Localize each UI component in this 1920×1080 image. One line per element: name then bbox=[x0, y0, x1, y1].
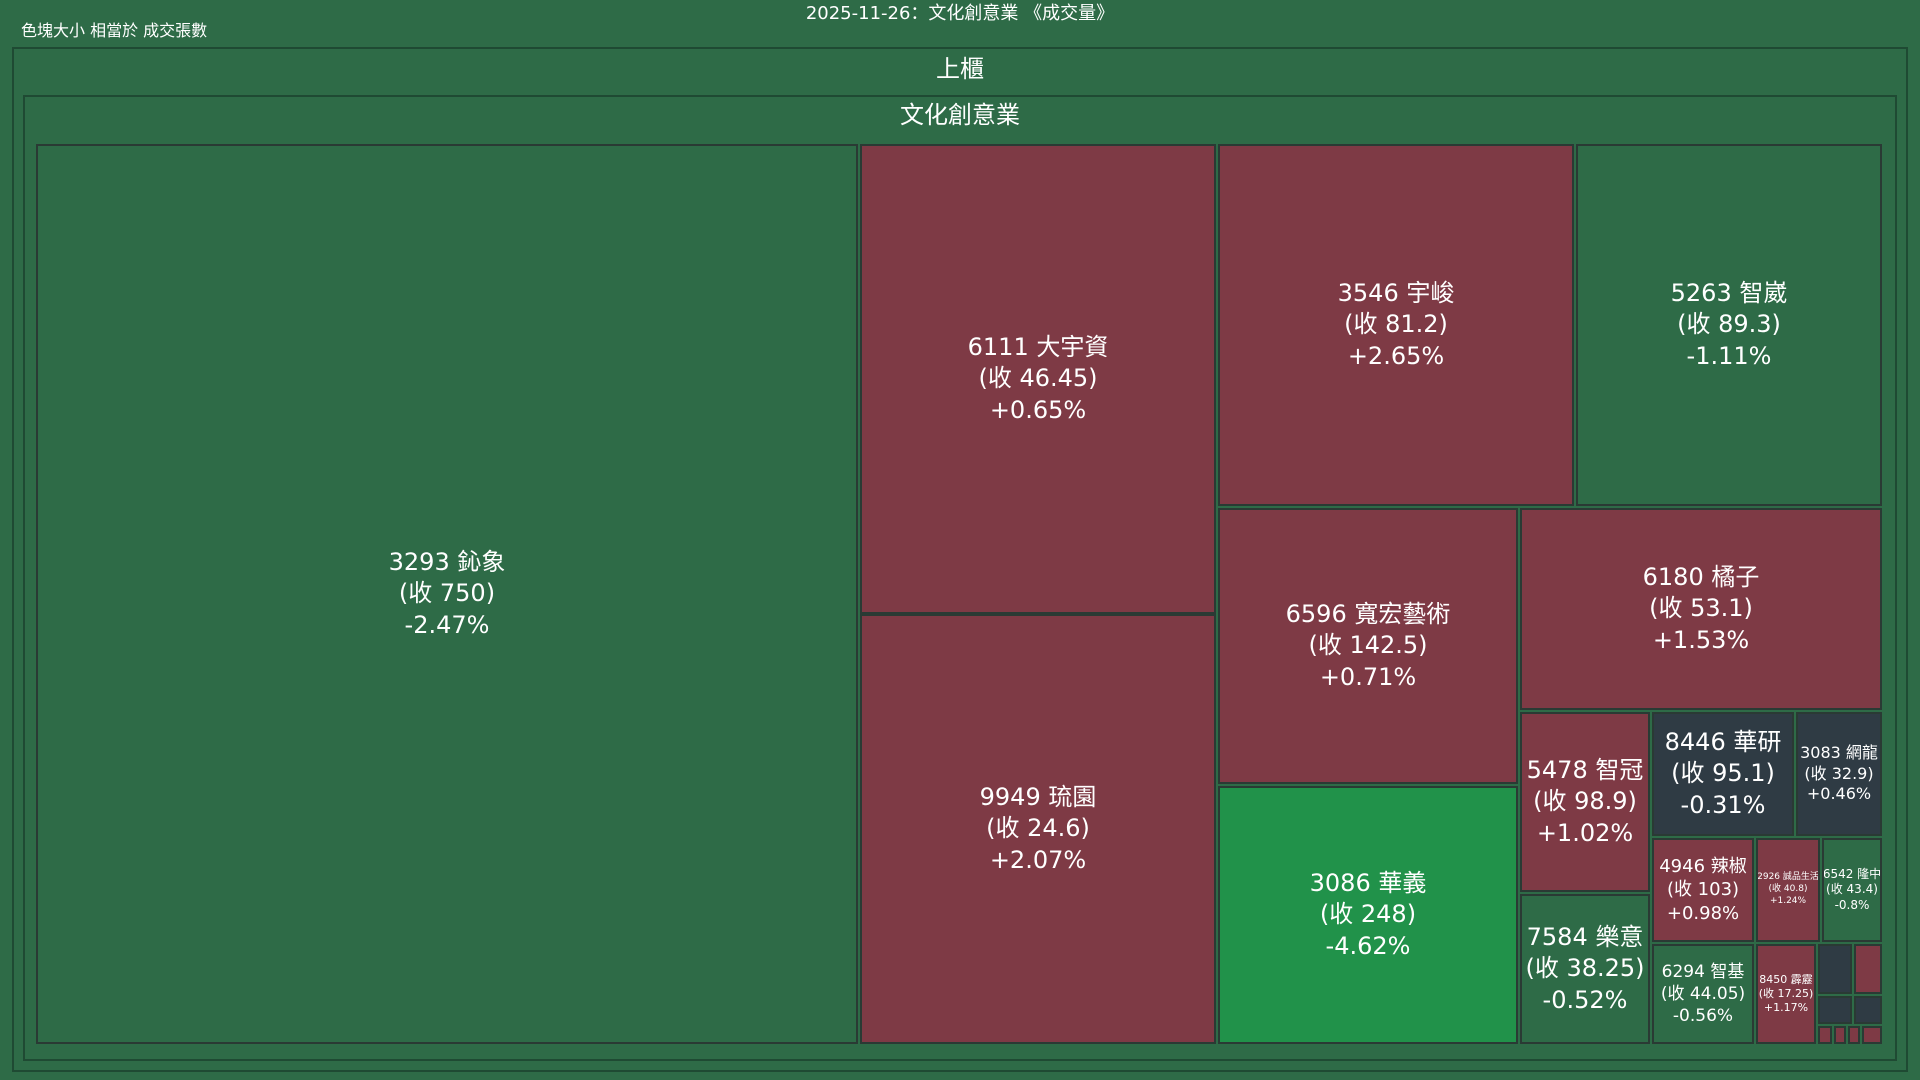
tile-label: 3086 華義 bbox=[1309, 869, 1427, 898]
treemap-tile[interactable] bbox=[1848, 1026, 1860, 1044]
tile-close: (收 142.5) bbox=[1308, 631, 1428, 660]
tile-close: (收 44.05) bbox=[1660, 983, 1746, 1004]
tile-close: (收 81.2) bbox=[1344, 310, 1448, 339]
tile-close: (收 98.9) bbox=[1533, 787, 1637, 816]
tile-change: +0.98% bbox=[1666, 902, 1740, 924]
tile-change: -4.62% bbox=[1325, 931, 1411, 960]
tile-close: (收 89.3) bbox=[1677, 310, 1781, 339]
tile-change: +2.07% bbox=[989, 845, 1087, 874]
tile-close: (收 40.8) bbox=[1768, 884, 1808, 895]
tile-close: (收 95.1) bbox=[1671, 759, 1775, 788]
treemap-tile-6294[interactable]: 6294 智基 (收 44.05) -0.56% bbox=[1652, 944, 1754, 1044]
treemap-tile-8446[interactable]: 8446 華研 (收 95.1) -0.31% bbox=[1652, 712, 1794, 836]
treemap-tile-3083[interactable]: 3083 網龍 (收 32.9) +0.46% bbox=[1796, 712, 1882, 836]
treemap-tile[interactable] bbox=[1834, 1026, 1846, 1044]
tile-label: 3293 鈊象 bbox=[388, 548, 506, 577]
group-label: 文化創意業 bbox=[900, 101, 1020, 129]
tile-change: -0.31% bbox=[1680, 790, 1766, 819]
treemap-tile-4946[interactable]: 4946 辣椒 (收 103) +0.98% bbox=[1652, 838, 1754, 942]
tile-change: -2.47% bbox=[404, 610, 490, 639]
treemap-tile[interactable] bbox=[1854, 996, 1882, 1024]
treemap-tile-3293[interactable]: 3293 鈊象 (收 750) -2.47% bbox=[36, 144, 858, 1044]
treemap-tile[interactable] bbox=[1862, 1026, 1882, 1044]
treemap-tile-6180[interactable]: 6180 橘子 (收 53.1) +1.53% bbox=[1520, 508, 1882, 710]
treemap-tile-6596[interactable]: 6596 寬宏藝術 (收 142.5) +0.71% bbox=[1218, 508, 1518, 784]
tile-change: -0.52% bbox=[1542, 985, 1628, 1014]
treemap-tile-6542[interactable]: 6542 隆中 (收 43.4) -0.8% bbox=[1822, 838, 1882, 942]
treemap-tile-2926[interactable]: 2926 誠品生活 (收 40.8) +1.24% bbox=[1756, 838, 1820, 942]
tile-close: (收 32.9) bbox=[1804, 763, 1874, 783]
treemap-tile-3086[interactable]: 3086 華義 (收 248) -4.62% bbox=[1218, 786, 1518, 1044]
tile-close: (收 17.25) bbox=[1758, 986, 1814, 1000]
tile-change: +0.71% bbox=[1319, 662, 1417, 691]
treemap-tile-8450[interactable]: 8450 霹靂 (收 17.25) +1.17% bbox=[1756, 944, 1816, 1044]
chart-title: 2025-11-26：文化創意業 《成交量》 bbox=[805, 3, 1115, 24]
tile-change: +1.17% bbox=[1763, 1001, 1809, 1015]
tile-change: -0.8% bbox=[1834, 897, 1870, 912]
tile-close: (收 43.4) bbox=[1826, 882, 1878, 897]
root-label: 上櫃 bbox=[936, 55, 984, 83]
tile-label: 7584 樂意 bbox=[1526, 923, 1644, 952]
treemap-tile-6111[interactable]: 6111 大宇資 (收 46.45) +0.65% bbox=[860, 144, 1216, 614]
tile-label: 3083 網龍 bbox=[1800, 742, 1878, 762]
treemap-tile-5263[interactable]: 5263 智崴 (收 89.3) -1.11% bbox=[1576, 144, 1882, 506]
tile-label: 2926 誠品生活 bbox=[1757, 872, 1819, 883]
tile-label: 9949 琉園 bbox=[979, 783, 1097, 812]
tile-change: -1.11% bbox=[1686, 341, 1772, 370]
tile-close: (收 750) bbox=[398, 579, 496, 608]
tile-change: +2.65% bbox=[1347, 341, 1445, 370]
size-legend-caption: 色塊大小 相當於 成交張數 bbox=[21, 21, 208, 40]
tile-label: 5478 智冠 bbox=[1526, 756, 1644, 785]
tile-close: (收 248) bbox=[1319, 900, 1417, 929]
treemap-tile-9949[interactable]: 9949 琉園 (收 24.6) +2.07% bbox=[860, 614, 1216, 1044]
tile-label: 6180 橘子 bbox=[1642, 563, 1760, 592]
tile-change: +1.53% bbox=[1652, 625, 1750, 654]
tile-label: 8450 霹靂 bbox=[1759, 972, 1813, 986]
tile-label: 6542 隆中 bbox=[1822, 866, 1882, 881]
tile-change: -0.56% bbox=[1672, 1006, 1734, 1027]
tile-close: (收 46.45) bbox=[978, 364, 1098, 393]
treemap-tile[interactable] bbox=[1818, 1026, 1832, 1044]
tile-label: 6294 智基 bbox=[1661, 961, 1745, 982]
root-frame-otc: 上櫃 bbox=[12, 47, 1908, 1072]
tile-change: +0.46% bbox=[1806, 784, 1872, 804]
tile-close: (收 24.6) bbox=[986, 814, 1090, 843]
tile-change: +0.65% bbox=[989, 395, 1087, 424]
tile-close: (收 53.1) bbox=[1649, 594, 1753, 623]
tile-change: +1.02% bbox=[1536, 818, 1634, 847]
tile-label: 6111 大宇資 bbox=[967, 333, 1109, 362]
treemap-tile[interactable] bbox=[1854, 944, 1882, 994]
treemap-tile[interactable] bbox=[1818, 996, 1852, 1024]
treemap-tile-5478[interactable]: 5478 智冠 (收 98.9) +1.02% bbox=[1520, 712, 1650, 892]
treemap-tile-7584[interactable]: 7584 樂意 (收 38.25) -0.52% bbox=[1520, 894, 1650, 1044]
tile-close: (收 38.25) bbox=[1525, 954, 1645, 983]
tile-label: 3546 宇峻 bbox=[1337, 279, 1455, 308]
tile-label: 4946 辣椒 bbox=[1659, 855, 1747, 877]
group-frame-cultural-creative: 文化創意業 bbox=[23, 95, 1897, 1061]
tile-change: +1.24% bbox=[1769, 895, 1807, 906]
tile-label: 5263 智崴 bbox=[1670, 279, 1788, 308]
tile-label: 8446 華研 bbox=[1664, 728, 1782, 757]
tile-label: 6596 寬宏藝術 bbox=[1285, 600, 1451, 629]
tile-close: (收 103) bbox=[1666, 879, 1740, 901]
treemap-tile-3546[interactable]: 3546 宇峻 (收 81.2) +2.65% bbox=[1218, 144, 1574, 506]
treemap-tile[interactable] bbox=[1818, 944, 1852, 994]
